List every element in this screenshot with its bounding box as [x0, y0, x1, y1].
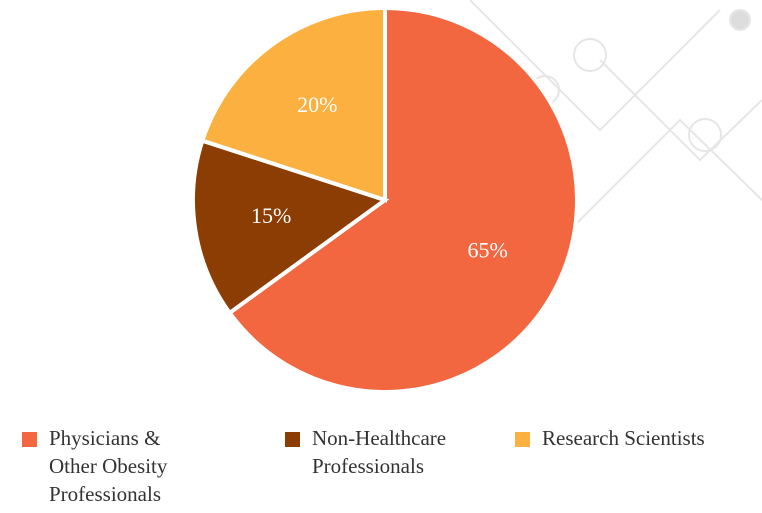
slice-label: 15%	[251, 203, 291, 228]
pie: 65% 15% 20%	[191, 5, 579, 394]
legend-label: Non-Healthcare Professionals	[312, 426, 447, 478]
legend-item: Physicians & Other Obesity Professionals	[22, 424, 199, 508]
legend-swatch	[515, 432, 530, 447]
legend-label: Research Scientists	[542, 426, 705, 450]
slice	[199, 5, 387, 203]
legend-item: Research Scientists	[515, 424, 762, 452]
legend-label: Physicians & Other Obesity Professionals	[49, 426, 168, 506]
legend-item: Non-Healthcare Professionals	[285, 424, 492, 480]
legend-swatch	[22, 432, 37, 447]
slice	[191, 138, 390, 316]
slice	[226, 5, 579, 394]
slice-label: 20%	[297, 92, 337, 117]
background-decoration	[469, 0, 762, 241]
legend-swatch	[285, 432, 300, 447]
slice-label: 65%	[467, 237, 507, 262]
